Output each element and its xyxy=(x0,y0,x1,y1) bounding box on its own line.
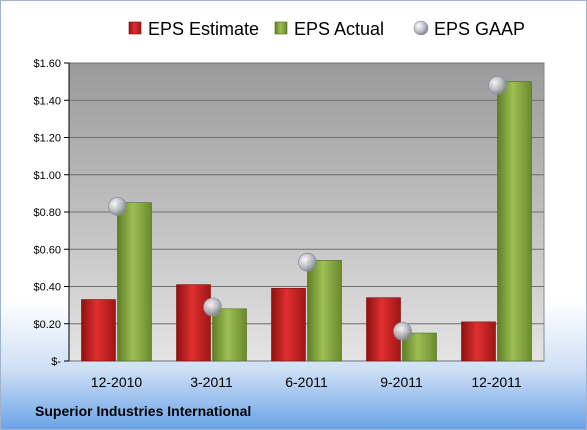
eps-estimate-bar xyxy=(81,299,116,362)
eps-estimate-bar xyxy=(176,284,211,362)
x-category-label: 3-2011 xyxy=(190,374,233,390)
eps-actual-bar xyxy=(212,308,247,362)
y-tick-label: $1.20 xyxy=(33,133,61,145)
legend-label: EPS GAAP xyxy=(434,19,525,39)
eps-actual-bar xyxy=(117,202,152,362)
y-tick-label: $0.80 xyxy=(33,207,61,219)
eps-actual-bar xyxy=(307,260,342,362)
eps-gaap-point xyxy=(488,75,507,95)
legend-label: EPS Estimate xyxy=(148,19,259,39)
y-tick-label: $1.60 xyxy=(33,58,61,70)
legend-swatch xyxy=(413,20,429,36)
y-tick-label: $- xyxy=(51,356,61,368)
legend-swatch xyxy=(128,21,142,35)
x-category-label: 9-2011 xyxy=(380,374,423,390)
y-tick-label: $1.00 xyxy=(33,170,61,182)
footer-title: Superior Industries International xyxy=(35,403,252,419)
eps-gaap-point xyxy=(108,197,127,216)
x-category-label: 12-2010 xyxy=(91,374,143,390)
x-category-label: 12-2011 xyxy=(471,374,522,390)
y-tick-label: $0.40 xyxy=(33,282,61,294)
eps-estimate-bar xyxy=(271,288,306,362)
y-tick-label: $0.60 xyxy=(33,244,61,256)
eps-gaap-point xyxy=(203,297,222,317)
x-category-label: 6-2011 xyxy=(285,374,328,390)
legend-swatch xyxy=(274,21,288,35)
y-tick-label: $1.40 xyxy=(33,95,61,107)
y-tick-label: $0.20 xyxy=(33,319,61,331)
eps-gaap-point xyxy=(298,252,317,272)
legend-label: EPS Actual xyxy=(294,19,384,39)
eps-estimate-bar xyxy=(461,321,496,362)
eps-gaap-point xyxy=(393,321,412,341)
eps-actual-bar xyxy=(497,81,532,362)
